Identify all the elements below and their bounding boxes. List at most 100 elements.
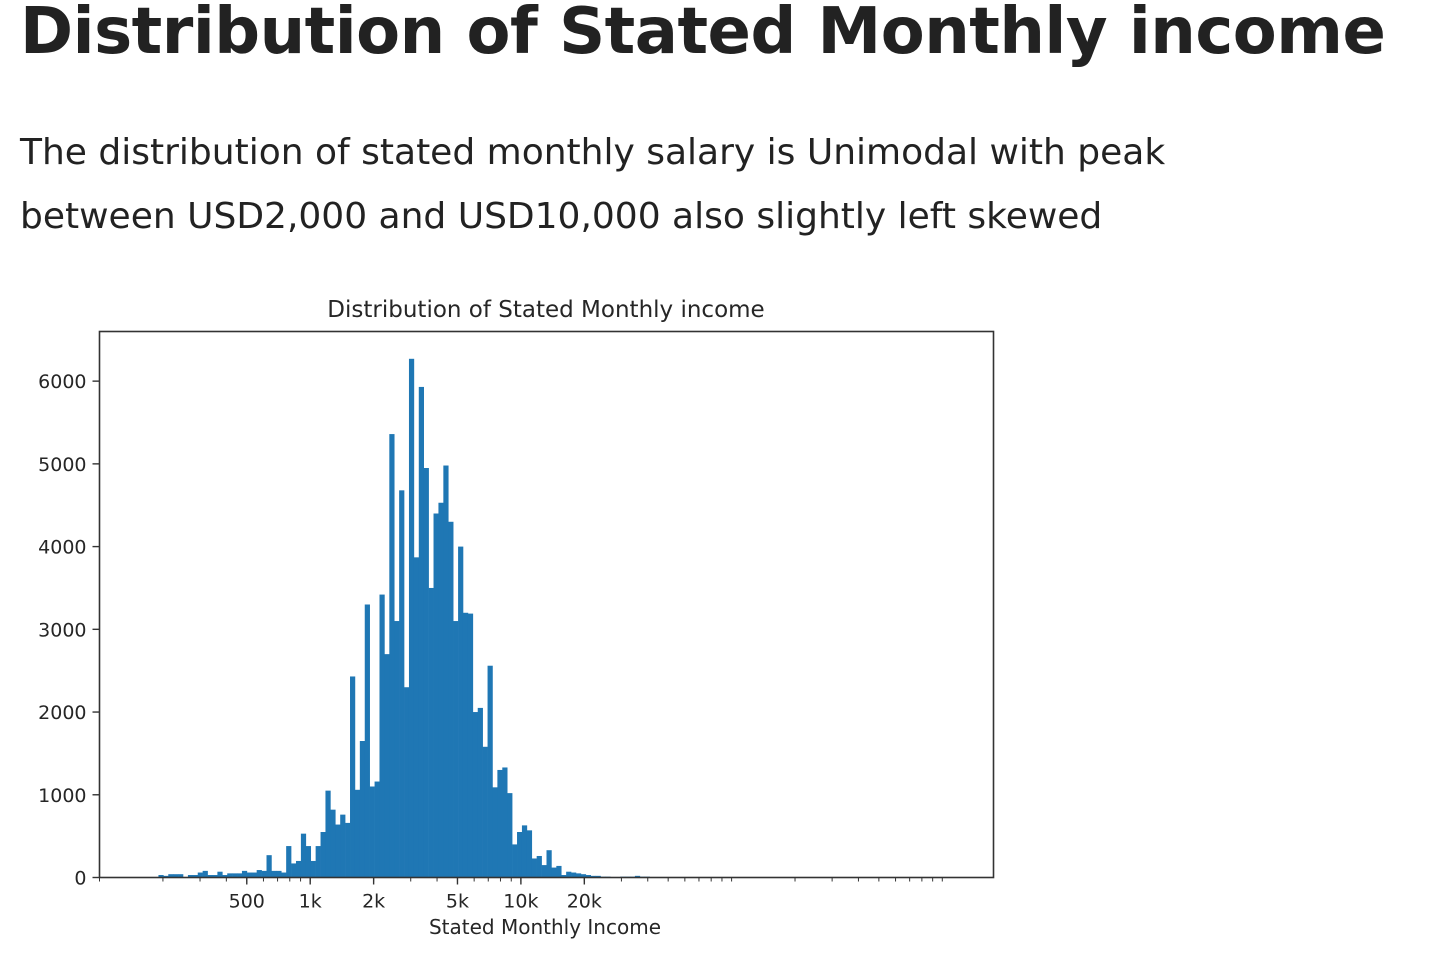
histogram-bar xyxy=(423,468,429,878)
histogram-bar xyxy=(325,790,331,878)
histogram-bar xyxy=(227,873,233,878)
histogram-bar xyxy=(477,707,483,878)
y-tick-label: 5000 xyxy=(38,454,86,476)
histogram-bars xyxy=(158,358,650,878)
x-tick-label: 20k xyxy=(567,891,602,913)
histogram-bar xyxy=(222,875,228,878)
histogram-bar xyxy=(433,513,439,878)
histogram-bar xyxy=(354,789,361,878)
histogram-bar xyxy=(551,867,557,878)
histogram-bar xyxy=(364,604,370,878)
histogram-bar xyxy=(330,809,336,878)
chart-description: The distribution of stated monthly salar… xyxy=(20,132,1166,237)
histogram-bar xyxy=(158,875,164,878)
chart-title: Distribution of Stated Monthly income xyxy=(327,297,764,323)
y-axis: 0 1000 2000 3000 4000 5000 6000 xyxy=(38,371,100,890)
histogram-bar xyxy=(340,814,346,878)
histogram-bar xyxy=(526,830,533,878)
histogram-bar xyxy=(178,874,184,878)
histogram-bar xyxy=(271,870,277,878)
histogram-bar xyxy=(462,612,469,878)
histogram-bar xyxy=(286,846,292,878)
histogram-bar xyxy=(217,871,223,878)
x-tick-label: 10k xyxy=(503,891,538,913)
y-tick-label: 1000 xyxy=(38,785,86,807)
x-tick-label: 500 xyxy=(229,891,265,913)
histogram-bar xyxy=(207,875,213,878)
histogram-bar xyxy=(163,875,169,878)
histogram-bar xyxy=(246,872,253,878)
histogram-bar xyxy=(251,872,257,878)
histogram-bar xyxy=(413,557,420,878)
histogram-bar xyxy=(305,846,312,878)
histogram-bar xyxy=(531,858,537,878)
histogram-bar xyxy=(418,386,424,878)
histogram-bar xyxy=(590,875,596,878)
histogram-bar xyxy=(345,822,351,878)
histogram-bar xyxy=(350,676,356,878)
histogram-bar xyxy=(453,621,459,878)
histogram-bar xyxy=(320,832,326,878)
histogram-bar xyxy=(561,875,567,878)
histogram-bar xyxy=(507,793,513,878)
histogram-bar xyxy=(512,844,518,878)
x-tick-label: 1k xyxy=(299,891,322,913)
histogram-bar xyxy=(187,875,194,878)
histogram-bar xyxy=(404,687,410,878)
x-axis-label: Stated Monthly Income xyxy=(429,915,661,939)
histogram-bar xyxy=(291,863,297,878)
histogram-bar xyxy=(546,850,552,878)
histogram-bar xyxy=(585,875,592,878)
y-tick-label: 0 xyxy=(74,868,86,890)
histogram-bar xyxy=(497,769,503,878)
histogram-bar xyxy=(472,712,479,878)
histogram-bar xyxy=(300,833,307,878)
histogram-bar xyxy=(536,855,542,878)
histogram-bar xyxy=(467,613,474,878)
histogram-bar xyxy=(389,434,395,878)
x-tick-label: 5k xyxy=(446,891,469,913)
histogram-bar xyxy=(580,874,587,878)
histogram-bar xyxy=(192,875,199,878)
histogram-bar xyxy=(571,872,577,878)
histogram-bar xyxy=(202,870,208,878)
histogram-bar xyxy=(394,621,400,878)
histogram-bar xyxy=(197,872,203,878)
y-tick-label: 2000 xyxy=(38,702,86,724)
histogram-bar xyxy=(458,546,464,878)
histogram-bar xyxy=(556,865,562,878)
histogram-bar xyxy=(369,786,375,878)
histogram-bar xyxy=(168,874,174,878)
y-tick-label: 4000 xyxy=(38,537,86,559)
y-tick-label: 6000 xyxy=(38,371,86,393)
histogram-bar xyxy=(443,465,449,878)
histogram-bar xyxy=(399,490,405,878)
histogram-bar xyxy=(595,875,601,878)
histogram-bar xyxy=(315,846,321,878)
x-tick-label: 2k xyxy=(362,891,385,913)
histogram-bar xyxy=(173,874,179,878)
histogram-bar xyxy=(241,870,248,878)
histogram-bar xyxy=(281,872,287,878)
histogram-bar xyxy=(266,855,272,878)
histogram-bar xyxy=(566,871,572,878)
histogram-bar xyxy=(448,521,454,878)
histogram-bar xyxy=(575,873,582,878)
histogram-bar xyxy=(502,767,508,878)
page-title: Distribution of Stated Monthly income xyxy=(20,0,1386,69)
histogram-bar xyxy=(310,860,316,878)
histogram-bar xyxy=(517,832,523,878)
histogram-bar xyxy=(335,824,341,878)
histogram-bar xyxy=(487,665,493,878)
histogram-chart: Distribution of Stated Monthly income 0 1… xyxy=(38,297,995,939)
histogram-bar xyxy=(237,873,243,878)
histogram-bar xyxy=(359,741,366,878)
histogram-bar xyxy=(232,873,238,878)
histogram-bar xyxy=(256,870,262,878)
histogram-bar xyxy=(428,587,434,878)
histogram-bar xyxy=(408,358,415,878)
histogram-bar xyxy=(541,865,547,878)
histogram-bar xyxy=(374,781,380,878)
plot-frame xyxy=(98,330,995,879)
histogram-bar xyxy=(384,654,390,878)
